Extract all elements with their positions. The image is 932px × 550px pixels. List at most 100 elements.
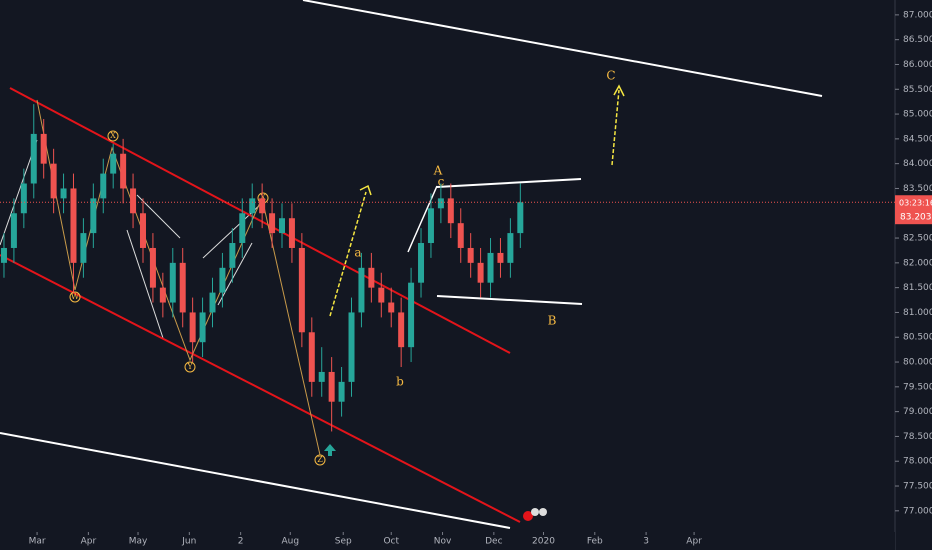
candle-body [408, 282, 415, 348]
candle-body [239, 213, 246, 244]
candle-body [447, 198, 454, 224]
candle-body [318, 371, 325, 382]
candle-body [517, 202, 524, 234]
candle-body [427, 208, 434, 244]
x-tick-label: Aug [281, 537, 299, 547]
candle-body [259, 198, 266, 214]
candle-body [229, 243, 236, 268]
countdown-box [895, 196, 932, 225]
candle-body [378, 287, 385, 303]
x-tick-label: Sep [335, 537, 352, 547]
candle-body [457, 223, 464, 248]
x-tick-label: Mar [29, 537, 46, 547]
y-tick-label: 85.000 [903, 110, 932, 120]
candle-body [179, 262, 186, 313]
candle-body [298, 247, 305, 333]
x-tick-label: Oct [383, 537, 399, 547]
y-tick-label: 79.500 [903, 382, 932, 392]
wave-label: X [260, 193, 266, 202]
candle-body [40, 133, 47, 164]
candle-body [120, 153, 127, 189]
candle-body [90, 198, 97, 234]
arrow-head [359, 184, 372, 196]
x-tick-label: Dec [485, 537, 502, 547]
trend-line [436, 178, 582, 188]
wave-circle [184, 361, 196, 373]
y-tick-label: 77.500 [903, 482, 932, 492]
signal-arrow [324, 444, 336, 456]
wave-label: W [71, 292, 80, 301]
y-tick-label: 86.000 [903, 60, 932, 70]
candle-body [80, 233, 87, 263]
x-tick-label: 3 [643, 537, 649, 547]
y-tick-label: 80.000 [903, 358, 932, 368]
x-tick-label: Apr [81, 537, 97, 547]
x-tick-label: May [129, 537, 148, 547]
candle-body [437, 198, 444, 209]
candle-body [269, 213, 276, 234]
candle-body [219, 267, 226, 293]
candle-body [189, 312, 196, 343]
candle-body [50, 163, 57, 199]
candle-body [139, 213, 146, 248]
candle-body [20, 183, 27, 214]
candle-body [0, 247, 7, 263]
candle-body [358, 267, 365, 313]
trend-line [407, 185, 438, 253]
wave-label: Y [186, 362, 193, 371]
wave-label: B [548, 314, 557, 328]
event-icon[interactable] [539, 508, 547, 516]
wave-label: b [396, 375, 404, 389]
candle-body [159, 287, 166, 303]
wave-circle [69, 291, 81, 303]
candle-body [348, 312, 355, 382]
wave-circle [314, 454, 326, 466]
projection-arrow [611, 89, 620, 166]
candle-body [398, 312, 405, 348]
y-tick-label: 77.000 [903, 506, 932, 516]
candle-body [418, 243, 425, 283]
projection-arrow [329, 191, 367, 317]
wave-label: Z [317, 455, 323, 464]
event-icon[interactable] [531, 508, 539, 516]
y-tick-label: 84.500 [903, 134, 932, 144]
candle-body [328, 371, 335, 402]
candle-body [60, 188, 67, 199]
candle-body [10, 213, 17, 248]
channel-line [0, 254, 521, 523]
x-tick-label: Apr [686, 537, 702, 547]
trend-line [302, 0, 823, 97]
y-tick-label: 84.000 [903, 159, 932, 169]
wave-label: X [110, 131, 116, 140]
wave-labels: X W Y X Z a b A c B C [71, 69, 616, 465]
candle-body [477, 262, 484, 283]
y-tick-label: 86.500 [903, 35, 932, 45]
candle-body [130, 188, 137, 214]
price-axis [895, 0, 932, 550]
x-tick-label: 2020 [532, 537, 555, 547]
wave-label: a [354, 246, 361, 260]
y-tick-label: 80.500 [903, 333, 932, 343]
wave-label: c [438, 175, 445, 189]
candle-body [249, 198, 256, 214]
trend-line [436, 295, 583, 305]
wave-circle [107, 130, 119, 142]
y-tick-label: 87.000 [903, 10, 932, 20]
time-axis [0, 532, 895, 550]
x-tick-label: Jun [181, 537, 196, 547]
prev-price-label: 83.203 [900, 213, 932, 223]
x-tick-label: 2 [238, 537, 244, 547]
candle-body [30, 133, 37, 184]
candle-body [199, 312, 206, 343]
candle-body [279, 218, 286, 234]
trend-line [217, 242, 253, 306]
candle-body [308, 332, 315, 382]
y-tick-label: 85.500 [903, 85, 932, 95]
y-tick-label: 78.500 [903, 432, 932, 442]
event-icon[interactable] [523, 511, 533, 521]
candle-body [368, 267, 375, 288]
countdown: 03:23:16 [899, 199, 932, 208]
